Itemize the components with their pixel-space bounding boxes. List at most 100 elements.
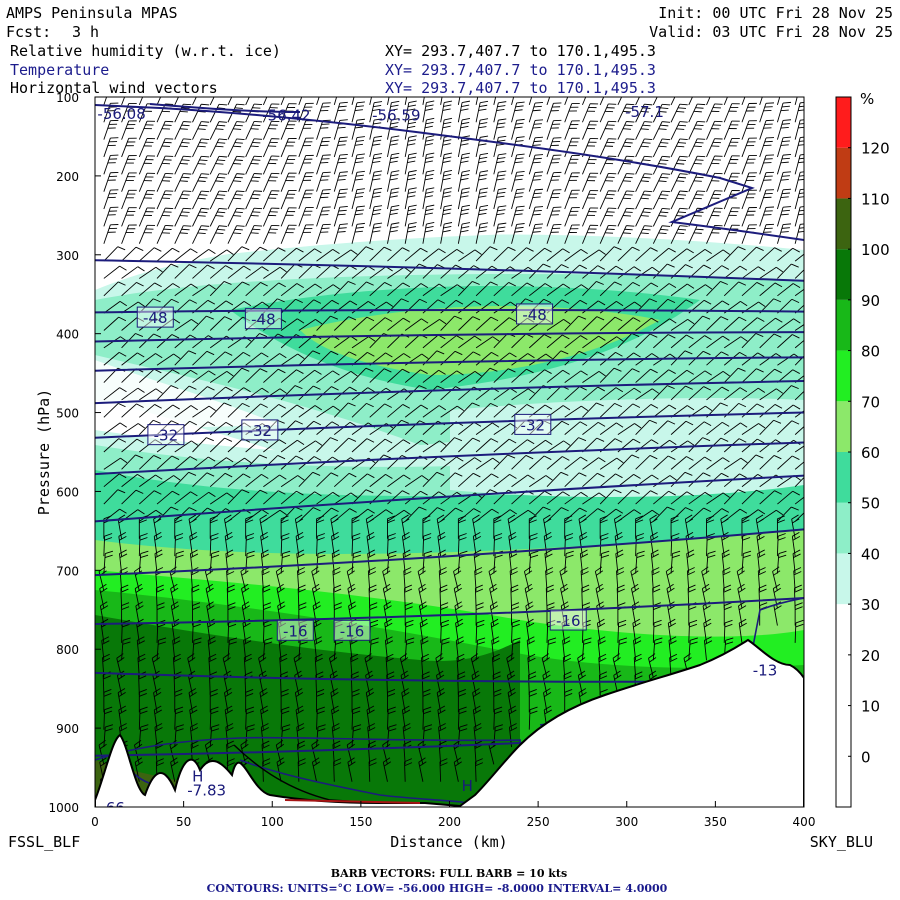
wind-barb — [738, 618, 747, 643]
wind-barb — [493, 509, 517, 522]
wind-barb — [156, 155, 174, 175]
colorbar-swatch — [836, 299, 851, 351]
wind-barb — [456, 653, 465, 678]
wind-barb — [422, 515, 431, 539]
wind-barb — [418, 757, 427, 782]
wind-barb — [599, 172, 617, 192]
wind-barb — [174, 173, 192, 192]
wind-barb — [794, 339, 804, 349]
x-tick-label: 150 — [349, 815, 372, 829]
y-tick-label: 800 — [56, 643, 79, 657]
wind-barb — [635, 207, 653, 227]
wind-barb — [794, 512, 804, 522]
wind-barb — [741, 282, 765, 297]
wind-barb — [121, 403, 144, 418]
wind-barb — [706, 138, 723, 158]
wind-barb — [759, 333, 782, 349]
wind-barb — [275, 566, 285, 591]
wind-barb — [422, 385, 445, 401]
init-time: Init: 00 UTC Fri 28 Nov 25 — [658, 4, 893, 22]
wind-barb — [245, 533, 255, 557]
wind-barb — [103, 246, 126, 262]
wind-barb — [298, 369, 322, 383]
wind-barb — [759, 368, 782, 383]
wind-barb — [458, 280, 480, 297]
wind-barb — [440, 169, 453, 192]
wind-barb — [404, 619, 414, 643]
wind-barb — [741, 97, 746, 106]
wind-barb — [706, 280, 728, 297]
wind-barb — [258, 653, 267, 678]
wind-barb — [493, 97, 497, 105]
wind-barb — [723, 137, 740, 158]
wind-barb — [102, 653, 111, 678]
wind-barb — [316, 456, 340, 470]
wind-barb — [422, 135, 435, 158]
colorbar-swatch — [836, 401, 851, 452]
wind-barb — [245, 689, 254, 713]
wind-barb — [617, 246, 640, 262]
wind-barb — [351, 515, 360, 539]
wind-barb — [174, 155, 192, 175]
wind-barb — [138, 533, 148, 557]
wind-barb — [351, 489, 374, 505]
temperature-label-box — [514, 413, 552, 435]
wind-barb — [174, 689, 183, 713]
wind-barb — [546, 189, 562, 210]
colorbar-swatch — [836, 97, 851, 148]
wind-barb — [351, 246, 374, 262]
wind-barb — [387, 152, 400, 175]
wind-barb — [582, 97, 587, 106]
wind-barb — [369, 454, 392, 470]
wind-barb — [777, 283, 801, 297]
wind-barb — [174, 369, 198, 383]
wind-barb — [595, 583, 604, 609]
wind-barb — [706, 457, 730, 470]
wind-barb — [121, 637, 131, 661]
wind-barb — [209, 472, 233, 488]
valid-time: Valid: 03 UTC Fri 28 Nov 25 — [649, 23, 893, 41]
fcst-label: Fcst: — [6, 23, 51, 41]
wind-barb — [174, 334, 198, 349]
wind-barb — [316, 350, 339, 366]
wind-barb — [759, 102, 775, 123]
wind-barb — [599, 550, 610, 574]
wind-barb — [422, 533, 432, 557]
wind-barb — [316, 370, 340, 383]
wind-barb — [599, 281, 623, 297]
wind-barb — [794, 253, 804, 262]
wind-barb — [174, 248, 198, 262]
wind-barb — [741, 352, 765, 366]
wind-barb — [138, 120, 156, 140]
wind-barb — [493, 423, 518, 436]
wind-barb — [387, 724, 397, 748]
wind-barb — [422, 706, 432, 730]
wind-barb — [776, 188, 792, 210]
wind-barb — [316, 189, 331, 210]
wind-barb — [156, 490, 180, 505]
wind-barb — [369, 222, 383, 244]
wind-barb — [457, 706, 467, 730]
wind-barb — [245, 352, 269, 366]
wind-barb — [457, 222, 471, 244]
isotherm-line — [95, 331, 804, 343]
wind-barb — [653, 455, 676, 470]
wind-barb — [263, 266, 287, 279]
wind-barb — [404, 318, 429, 331]
wind-barb — [103, 154, 119, 175]
wind-barb — [139, 317, 163, 331]
wind-barb — [652, 225, 671, 244]
wind-barb — [599, 402, 623, 418]
isotherm-line — [95, 474, 804, 523]
wind-barb — [422, 204, 435, 227]
wind-barb — [564, 103, 580, 123]
wind-barb — [794, 445, 804, 453]
wind-barb — [387, 187, 400, 210]
wind-barb — [560, 583, 569, 609]
wind-barb — [227, 121, 245, 140]
wind-barb — [192, 370, 216, 383]
temperature-label: -32 — [521, 416, 546, 434]
colorbar-swatch — [836, 249, 851, 300]
wind-barb — [794, 97, 798, 106]
wind-barb — [333, 472, 357, 488]
